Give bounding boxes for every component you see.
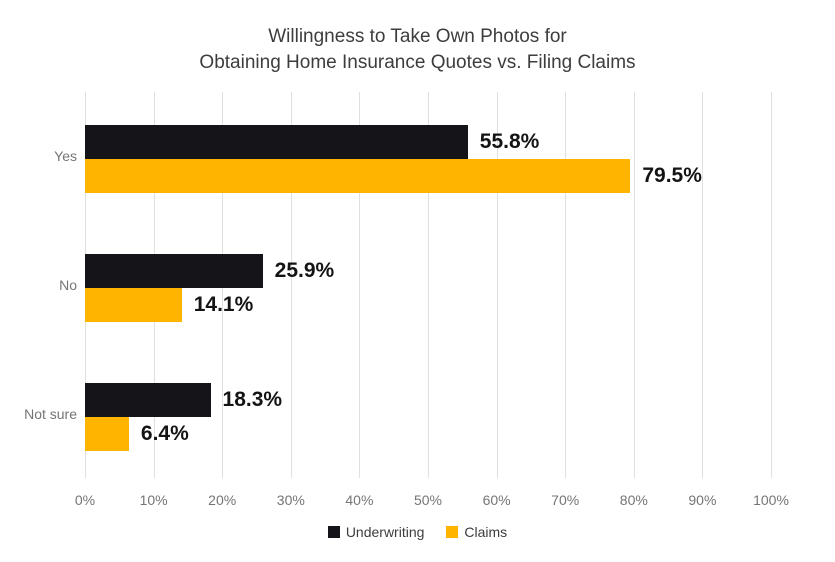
legend-item-underwriting: Underwriting [327,524,425,540]
gridline [771,92,772,478]
bar-claims-no [85,288,182,322]
x-tick-label-50pct: 50% [413,492,443,508]
chart-title-line1: Willingness to Take Own Photos for [268,26,567,47]
plot-area: 55.8% 79.5% 25.9% 14.1% 18.3% 6.4% [85,92,772,478]
gridline [290,92,292,478]
value-label-underwriting-yes: 55.8% [479,130,540,154]
x-tick-label-0pct: 0% [74,492,96,508]
gridline [428,92,429,478]
bar-underwriting-yes [85,125,468,160]
legend-swatch-underwriting [327,526,340,538]
x-tick-label-60pct: 60% [482,492,511,508]
category-label-yes: Yes [54,148,77,165]
bar-underwriting-no [85,254,263,288]
gridline [496,92,498,478]
category-label-not-sure: Not sure [24,405,77,422]
bar-claims-yes [85,159,631,194]
gridline [702,92,704,478]
bar-underwriting-not-sure [85,382,211,417]
x-tick-label-70pct: 70% [551,492,580,508]
category-label-no: No [59,277,77,293]
gridline [359,92,361,478]
legend-swatch-claims [446,526,459,538]
value-label-claims-no: 14.1% [193,293,254,316]
x-tick-label-100pct: 100% [753,492,789,508]
value-label-claims-yes: 79.5% [642,164,702,188]
value-label-underwriting-no: 25.9% [274,259,335,282]
legend-label-underwriting: Underwriting [345,524,425,540]
chart-title: Willingness to Take Own Photos for Obtai… [0,24,835,76]
gridline [633,92,635,478]
bar-claims-not-sure [85,416,129,451]
value-label-underwriting-not-sure: 18.3% [222,387,283,411]
value-label-claims-not-sure: 6.4% [140,421,189,445]
chart-title-line2: Obtaining Home Insurance Quotes vs. Fili… [199,52,636,73]
legend: Underwriting Claims [0,524,835,540]
x-tick-label-20pct: 20% [208,492,237,508]
x-tick-label-10pct: 10% [139,492,168,508]
x-tick-label-90pct: 90% [688,492,717,508]
gridline [565,92,567,478]
legend-label-claims: Claims [464,524,508,540]
legend-item-claims: Claims [446,524,507,540]
x-tick-label-80pct: 80% [619,492,648,508]
x-tick-label-40pct: 40% [345,492,374,508]
x-tick-label-30pct: 30% [276,492,305,508]
